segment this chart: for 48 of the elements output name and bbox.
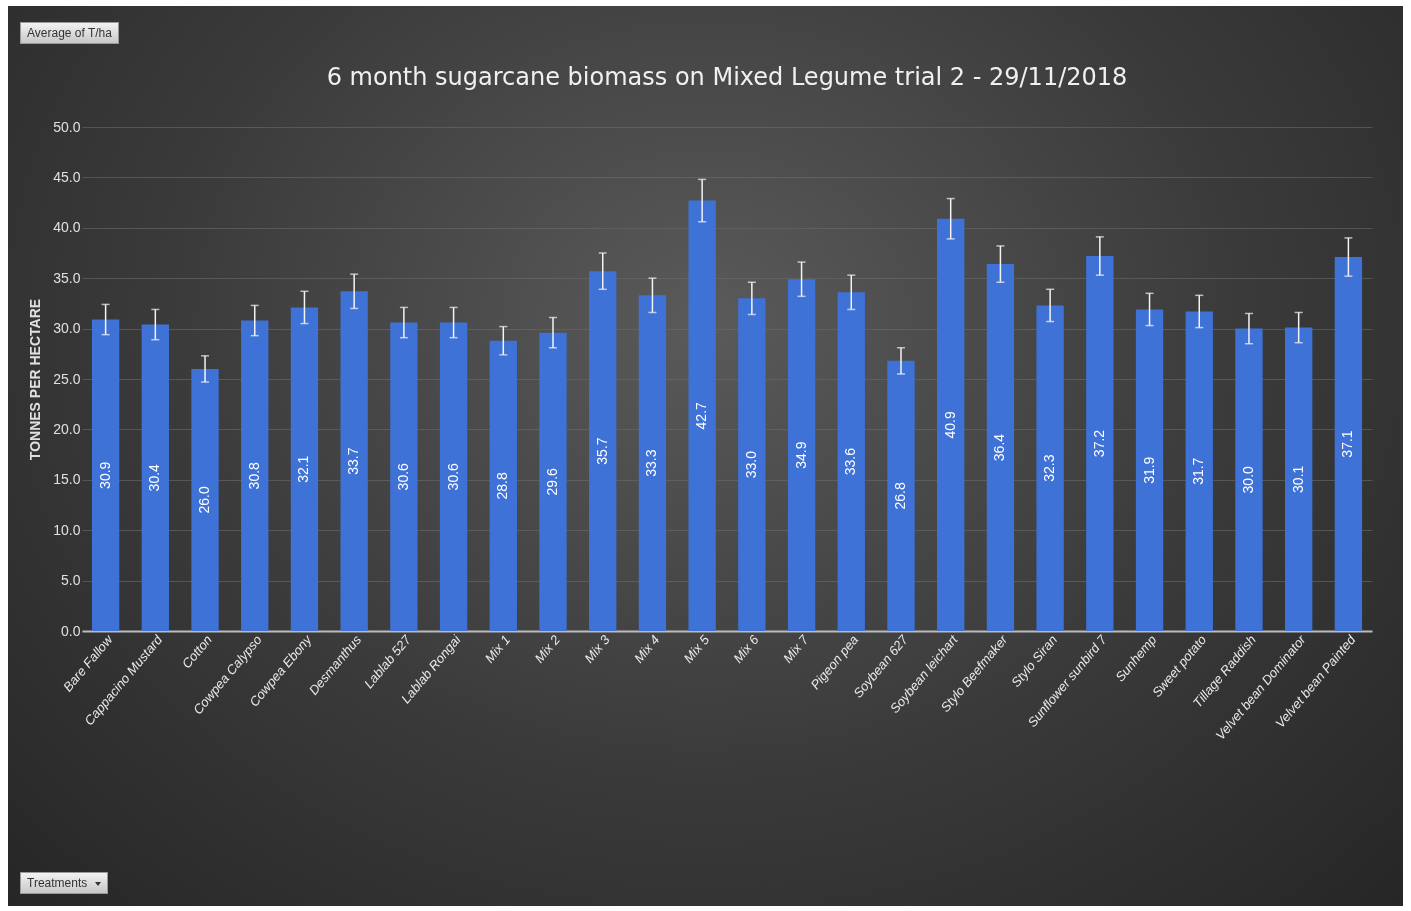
x-tick-label: Mix 6 bbox=[730, 631, 763, 666]
y-tick-label: 30.0 bbox=[53, 320, 81, 337]
y-tick-label: 40.0 bbox=[53, 219, 81, 236]
data-label: 34.9 bbox=[792, 441, 809, 469]
data-label: 30.9 bbox=[96, 461, 113, 489]
y-tick-label: 5.0 bbox=[61, 572, 81, 589]
data-label: 30.6 bbox=[394, 462, 411, 491]
y-tick-label: 20.0 bbox=[53, 420, 81, 437]
x-tick-label: Mix 4 bbox=[630, 632, 663, 666]
data-label: 32.1 bbox=[295, 455, 312, 483]
y-tick-label: 10.0 bbox=[53, 521, 81, 538]
y-tick-label: 45.0 bbox=[53, 168, 81, 185]
text: Average of T/ha bbox=[27, 26, 112, 40]
y-axis-title: TONNES PER HECTARE bbox=[27, 298, 44, 461]
data-label: 36.4 bbox=[991, 433, 1008, 462]
y-tick-label: 50.0 bbox=[53, 118, 81, 135]
x-tick-label: Mix 2 bbox=[531, 631, 564, 666]
data-label: 32.3 bbox=[1041, 454, 1058, 482]
y-tick-label: 15.0 bbox=[53, 471, 81, 488]
data-label: 30.6 bbox=[444, 462, 461, 491]
data-label: 31.7 bbox=[1190, 457, 1207, 485]
x-tick-label: Mix 5 bbox=[680, 631, 713, 666]
data-label: 33.6 bbox=[842, 447, 859, 476]
data-label: 33.3 bbox=[643, 449, 660, 477]
data-label: 26.0 bbox=[196, 486, 213, 514]
data-label: 28.8 bbox=[494, 472, 511, 500]
text: Treatments bbox=[27, 876, 88, 890]
data-label: 30.0 bbox=[1239, 465, 1256, 494]
x-tick-label: Mix 3 bbox=[581, 631, 614, 666]
data-label: 35.7 bbox=[593, 437, 610, 465]
data-label: 30.8 bbox=[245, 461, 262, 490]
data-label: 33.7 bbox=[345, 447, 362, 475]
data-label: 26.8 bbox=[891, 482, 908, 510]
data-label: 30.4 bbox=[146, 463, 163, 492]
chart-title: 6 month sugarcane biomass on Mixed Legume trial 2 - 29/11/2018 bbox=[326, 63, 1128, 91]
data-label: 40.9 bbox=[941, 411, 958, 439]
data-label: 31.9 bbox=[1140, 456, 1157, 484]
data-label: 37.2 bbox=[1090, 429, 1107, 458]
data-label: 42.7 bbox=[693, 401, 710, 430]
data-label: 30.1 bbox=[1289, 465, 1306, 493]
x-tick-label: Mix 7 bbox=[780, 631, 813, 666]
x-tick-label: Mix 1 bbox=[481, 632, 514, 666]
data-label: 29.6 bbox=[544, 467, 561, 496]
y-tick-label: 0.0 bbox=[61, 622, 81, 639]
y-tick-label: 25.0 bbox=[53, 370, 81, 387]
y-tick-label: 35.0 bbox=[53, 269, 81, 286]
data-label: 33.0 bbox=[742, 450, 759, 479]
data-label: 37.1 bbox=[1339, 430, 1356, 458]
